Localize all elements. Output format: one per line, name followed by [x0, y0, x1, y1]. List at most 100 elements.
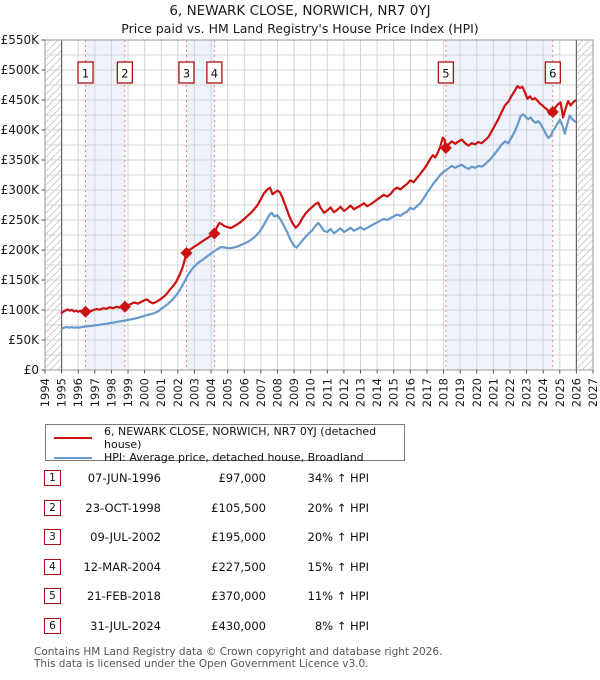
sale-vs-hpi: 20% ↑ HPI — [307, 500, 369, 515]
sale-date: 12-MAR-2004 — [83, 559, 161, 574]
sale-label-4: 4 — [211, 67, 218, 81]
hpi-average-line — [60, 113, 577, 330]
y-tick-label-£350K: £350K — [1, 153, 41, 167]
sale-number-badge: 6 — [44, 617, 61, 634]
legend-label-property: 6, NEWARK CLOSE, NORWICH, NR7 0YJ (detac… — [104, 425, 377, 451]
x-tick-label-2025: 2025 — [553, 378, 567, 407]
sale-price: £97,000 — [218, 471, 266, 485]
page-subtitle: Price paid vs. HM Land Registry's House … — [121, 21, 479, 36]
sale-row: 2 23-OCT-1998 £105,500 20% ↑ HPI — [44, 498, 374, 518]
sale-label-3: 3 — [183, 67, 190, 81]
x-tick-label-2017: 2017 — [420, 378, 434, 407]
x-tick-label-2001: 2001 — [154, 378, 168, 407]
x-tick-label-2020: 2020 — [470, 378, 484, 407]
property-price-line — [60, 85, 577, 315]
y-tick-label-£400K: £400K — [1, 123, 41, 137]
plot-border — [44, 39, 594, 371]
x-tick-label-2006: 2006 — [237, 378, 251, 407]
y-tick-label-£550K: £550K — [1, 33, 41, 47]
sale-row: 3 09-JUL-2002 £195,000 20% ↑ HPI — [44, 527, 374, 547]
sale-number-badge: 5 — [44, 588, 61, 604]
sale-label-box-1 — [77, 61, 94, 84]
y-tick-label-£0: £0 — [24, 363, 39, 377]
sale-date: 09-JUL-2002 — [90, 530, 161, 544]
sale-marker-5 — [439, 142, 452, 154]
sale-date: 31-JUL-2024 — [90, 618, 161, 633]
x-tick-label-2010: 2010 — [304, 378, 318, 407]
x-tick-label-1997: 1997 — [88, 378, 102, 407]
sale-label-6: 6 — [549, 67, 556, 81]
x-tick-label-2026: 2026 — [569, 378, 583, 407]
sale-label-box-4 — [206, 61, 223, 84]
sale-number-badge: 3 — [44, 529, 61, 545]
sale-row: 6 31-JUL-2024 £430,000 8% ↑ HPI — [44, 616, 374, 636]
x-tick-label-2024: 2024 — [536, 378, 550, 407]
x-tick-label-2022: 2022 — [503, 378, 517, 407]
sale-price: £370,000 — [211, 589, 266, 603]
x-tick-label-2008: 2008 — [270, 378, 284, 407]
hpi-line-swatch — [54, 456, 92, 459]
x-tick-label-2003: 2003 — [187, 378, 201, 407]
axis-ticks — [41, 39, 594, 374]
x-tick-label-2021: 2021 — [486, 378, 500, 407]
sale-vs-hpi: 15% ↑ HPI — [307, 559, 369, 574]
x-tick-label-2011: 2011 — [320, 378, 334, 407]
sale-price: £105,500 — [211, 500, 266, 515]
sale-price: £195,000 — [211, 530, 266, 544]
y-tick-label-£200K: £200K — [1, 243, 41, 257]
sale-vs-hpi: 11% ↑ HPI — [307, 589, 369, 603]
x-tick-label-1996: 1996 — [71, 378, 85, 407]
sale-date: 07-JUN-1996 — [87, 471, 161, 485]
x-tick-label-2014: 2014 — [370, 378, 384, 407]
footer-line-1: Contains HM Land Registry data © Crown c… — [34, 646, 443, 658]
sale-row: 4 12-MAR-2004 £227,500 15% ↑ HPI — [44, 557, 374, 577]
x-tick-label-2019: 2019 — [453, 378, 467, 407]
y-tick-label-£150K: £150K — [1, 273, 41, 287]
sale-marker-4 — [208, 227, 221, 240]
legend-label-hpi: HPI: Average price, detached house, Broa… — [104, 451, 364, 464]
sale-date: 23-OCT-1998 — [85, 500, 161, 515]
sale-row: 1 07-JUN-1996 £97,000 34% ↑ HPI — [44, 468, 374, 488]
sale-marker-2 — [118, 300, 131, 313]
sale-number-badge: 4 — [44, 558, 61, 575]
sale-row: 5 21-FEB-2018 £370,000 11% ↑ HPI — [44, 586, 374, 606]
x-tick-label-2013: 2013 — [354, 378, 368, 407]
x-tick-label-2012: 2012 — [337, 378, 351, 407]
sale-marker-1 — [79, 305, 92, 318]
sale-vs-hpi: 20% ↑ HPI — [307, 530, 369, 544]
y-tick-label-£100K: £100K — [1, 303, 41, 317]
sale-label-box-2 — [116, 61, 134, 84]
sale-marker-3 — [180, 247, 193, 259]
x-tick-label-1999: 1999 — [121, 378, 135, 407]
sale-marker-6 — [546, 106, 559, 118]
x-tick-label-2000: 2000 — [138, 378, 152, 407]
y-tick-label-£500K: £500K — [1, 63, 41, 77]
legend-item-property: 6, NEWARK CLOSE, NORWICH, NR7 0YJ (detac… — [46, 425, 404, 451]
page-title: 6, NEWARK CLOSE, NORWICH, NR7 0YJ — [169, 3, 431, 19]
y-tick-label-£450K: £450K — [1, 93, 41, 107]
x-tick-label-2018: 2018 — [437, 378, 451, 407]
y-tick-label-£250K: £250K — [1, 213, 41, 227]
x-tick-label-2027: 2027 — [586, 378, 600, 407]
sale-date: 21-FEB-2018 — [87, 589, 161, 603]
sale-label-box-6 — [544, 61, 561, 84]
sale-label-2: 2 — [121, 67, 128, 81]
y-tick-label-£300K: £300K — [1, 183, 41, 197]
sale-price: £430,000 — [211, 618, 266, 633]
sale-price: £227,500 — [211, 559, 266, 574]
y-tick-label-£50K: £50K — [8, 333, 40, 347]
license-footer: Contains HM Land Registry data © Crown c… — [34, 646, 594, 670]
x-tick-label-2016: 2016 — [403, 378, 417, 407]
chart-legend: 6, NEWARK CLOSE, NORWICH, NR7 0YJ (detac… — [45, 424, 405, 464]
sale-number-badge: 2 — [44, 499, 61, 516]
sale-label-box-5 — [437, 61, 455, 84]
sale-vs-hpi: 34% ↑ HPI — [307, 471, 369, 485]
sale-vs-hpi: 8% ↑ HPI — [314, 618, 369, 633]
footer-line-2: This data is licensed under the Open Gov… — [34, 657, 369, 670]
x-tick-label-2023: 2023 — [520, 378, 534, 407]
property-line-swatch — [54, 437, 92, 439]
x-tick-label-2007: 2007 — [254, 378, 268, 407]
sale-label-box-3 — [178, 61, 195, 84]
